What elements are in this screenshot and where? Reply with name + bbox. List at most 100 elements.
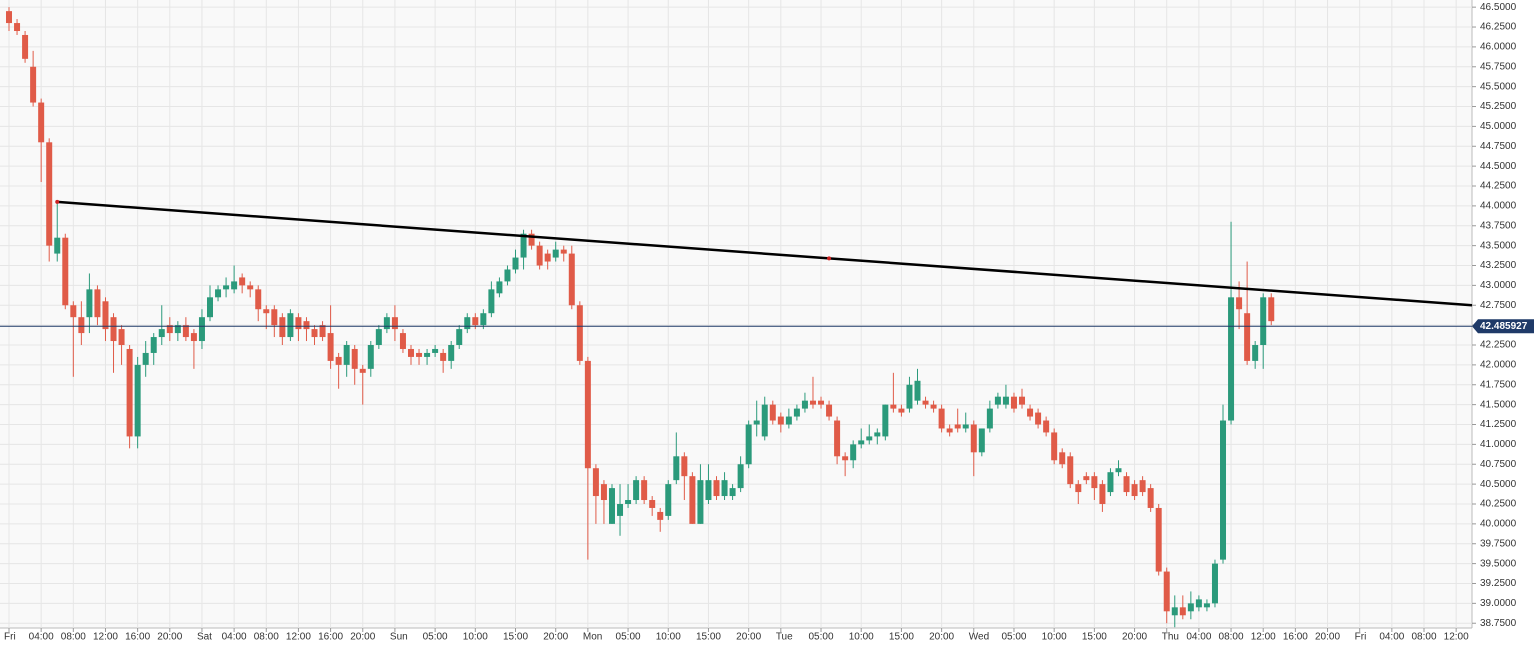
candle-body bbox=[14, 23, 21, 32]
candle-body bbox=[689, 476, 696, 524]
candle-body bbox=[777, 416, 784, 425]
x-tick-label: 08:00 bbox=[61, 632, 86, 643]
x-tick-label: Sun bbox=[390, 632, 408, 643]
candle-body bbox=[62, 237, 69, 306]
candle-body bbox=[142, 352, 149, 365]
trendline-handle bbox=[55, 199, 60, 204]
candle-body bbox=[464, 317, 471, 330]
candle-body bbox=[1252, 345, 1259, 361]
candle-body bbox=[576, 305, 583, 361]
x-tick-label: 20:00 bbox=[1122, 632, 1147, 643]
candle-body bbox=[472, 317, 479, 326]
y-tick-label: 41.5000 bbox=[1480, 399, 1517, 410]
candle-body bbox=[1211, 563, 1218, 604]
candle-body bbox=[705, 480, 712, 501]
candle-body bbox=[1067, 456, 1074, 485]
candle-body bbox=[584, 360, 591, 469]
candle-body bbox=[102, 301, 109, 330]
candle-body bbox=[1091, 476, 1098, 489]
candle-body bbox=[1019, 396, 1026, 405]
x-tick-label: 16:00 bbox=[1283, 632, 1308, 643]
x-tick-label: 08:00 bbox=[254, 632, 279, 643]
x-tick-label: Sat bbox=[197, 632, 212, 643]
candle-body bbox=[681, 456, 688, 477]
y-tick-label: 45.7500 bbox=[1480, 61, 1517, 72]
candle-body bbox=[215, 289, 222, 298]
candle-body bbox=[874, 432, 881, 437]
candle-body bbox=[617, 503, 624, 516]
y-tick-label: 44.0000 bbox=[1480, 201, 1517, 212]
candle-body bbox=[343, 345, 350, 365]
candle-body bbox=[1147, 488, 1154, 508]
candle-body bbox=[673, 456, 680, 481]
candle-body bbox=[938, 408, 945, 429]
candle-body bbox=[1203, 603, 1210, 608]
y-tick-label: 42.7500 bbox=[1480, 300, 1517, 311]
candle-body bbox=[1059, 452, 1066, 465]
candle-body bbox=[657, 511, 664, 520]
candle-body bbox=[512, 257, 519, 270]
candle-body bbox=[367, 345, 374, 369]
candle-body bbox=[174, 325, 181, 334]
candle-body bbox=[592, 468, 599, 497]
candle-body bbox=[1075, 484, 1082, 493]
x-tick-label: 10:00 bbox=[1042, 632, 1067, 643]
candle-body bbox=[54, 237, 61, 254]
y-tick-label: 39.0000 bbox=[1480, 598, 1517, 609]
x-tick-label: Fri bbox=[4, 632, 16, 643]
candle-body bbox=[882, 404, 889, 437]
candle-body bbox=[359, 368, 366, 373]
candle-body bbox=[504, 269, 511, 282]
candle-body bbox=[641, 480, 648, 501]
candle-body bbox=[158, 329, 165, 338]
x-tick-label: 04:00 bbox=[1186, 632, 1211, 643]
x-tick-label: 08:00 bbox=[1411, 632, 1436, 643]
candle-body bbox=[46, 142, 53, 246]
x-tick-label: 05:00 bbox=[1001, 632, 1026, 643]
y-tick-label: 43.0000 bbox=[1480, 280, 1517, 291]
x-tick-label: 20:00 bbox=[543, 632, 568, 643]
candle-body bbox=[110, 317, 117, 342]
x-tick-label: 10:00 bbox=[849, 632, 874, 643]
candle-body bbox=[287, 313, 294, 338]
x-tick-label: 05:00 bbox=[809, 632, 834, 643]
candle-body bbox=[552, 249, 559, 258]
candle-body bbox=[858, 440, 865, 445]
candle-body bbox=[126, 348, 133, 437]
y-tick-label: 46.0000 bbox=[1480, 42, 1517, 53]
candle-body bbox=[785, 416, 792, 425]
y-tick-label: 43.7500 bbox=[1480, 220, 1517, 231]
candle-body bbox=[94, 289, 101, 318]
candle-body bbox=[1043, 420, 1050, 433]
candle-body bbox=[801, 400, 808, 409]
candle-body bbox=[922, 400, 929, 405]
candle-body bbox=[1179, 607, 1186, 616]
candle-body bbox=[665, 484, 672, 516]
x-tick-label: 20:00 bbox=[157, 632, 182, 643]
candle-body bbox=[223, 285, 230, 290]
candle-body bbox=[327, 333, 334, 361]
x-tick-label: 12:00 bbox=[93, 632, 118, 643]
candle-body bbox=[206, 297, 213, 318]
candle-body bbox=[649, 500, 656, 508]
x-tick-label: Fri bbox=[1355, 632, 1367, 643]
x-axis-panel bbox=[0, 628, 1472, 656]
candle-body bbox=[1083, 476, 1090, 481]
candle-body bbox=[520, 233, 527, 258]
x-tick-label: 20:00 bbox=[929, 632, 954, 643]
candle-body bbox=[247, 285, 254, 290]
candle-body bbox=[745, 424, 752, 465]
candle-body bbox=[713, 480, 720, 497]
candle-body bbox=[826, 404, 833, 417]
candle-body bbox=[986, 408, 993, 429]
x-tick-label: 15:00 bbox=[503, 632, 528, 643]
x-tick-label: Thu bbox=[1162, 632, 1179, 643]
y-tick-label: 44.7500 bbox=[1480, 141, 1517, 152]
y-tick-label: 44.2500 bbox=[1480, 181, 1517, 192]
candle-body bbox=[898, 408, 905, 413]
last-price-label: 42.485927 bbox=[1480, 321, 1528, 332]
candle-body bbox=[842, 456, 849, 461]
candle-body bbox=[424, 352, 431, 357]
candle-body bbox=[22, 34, 29, 59]
